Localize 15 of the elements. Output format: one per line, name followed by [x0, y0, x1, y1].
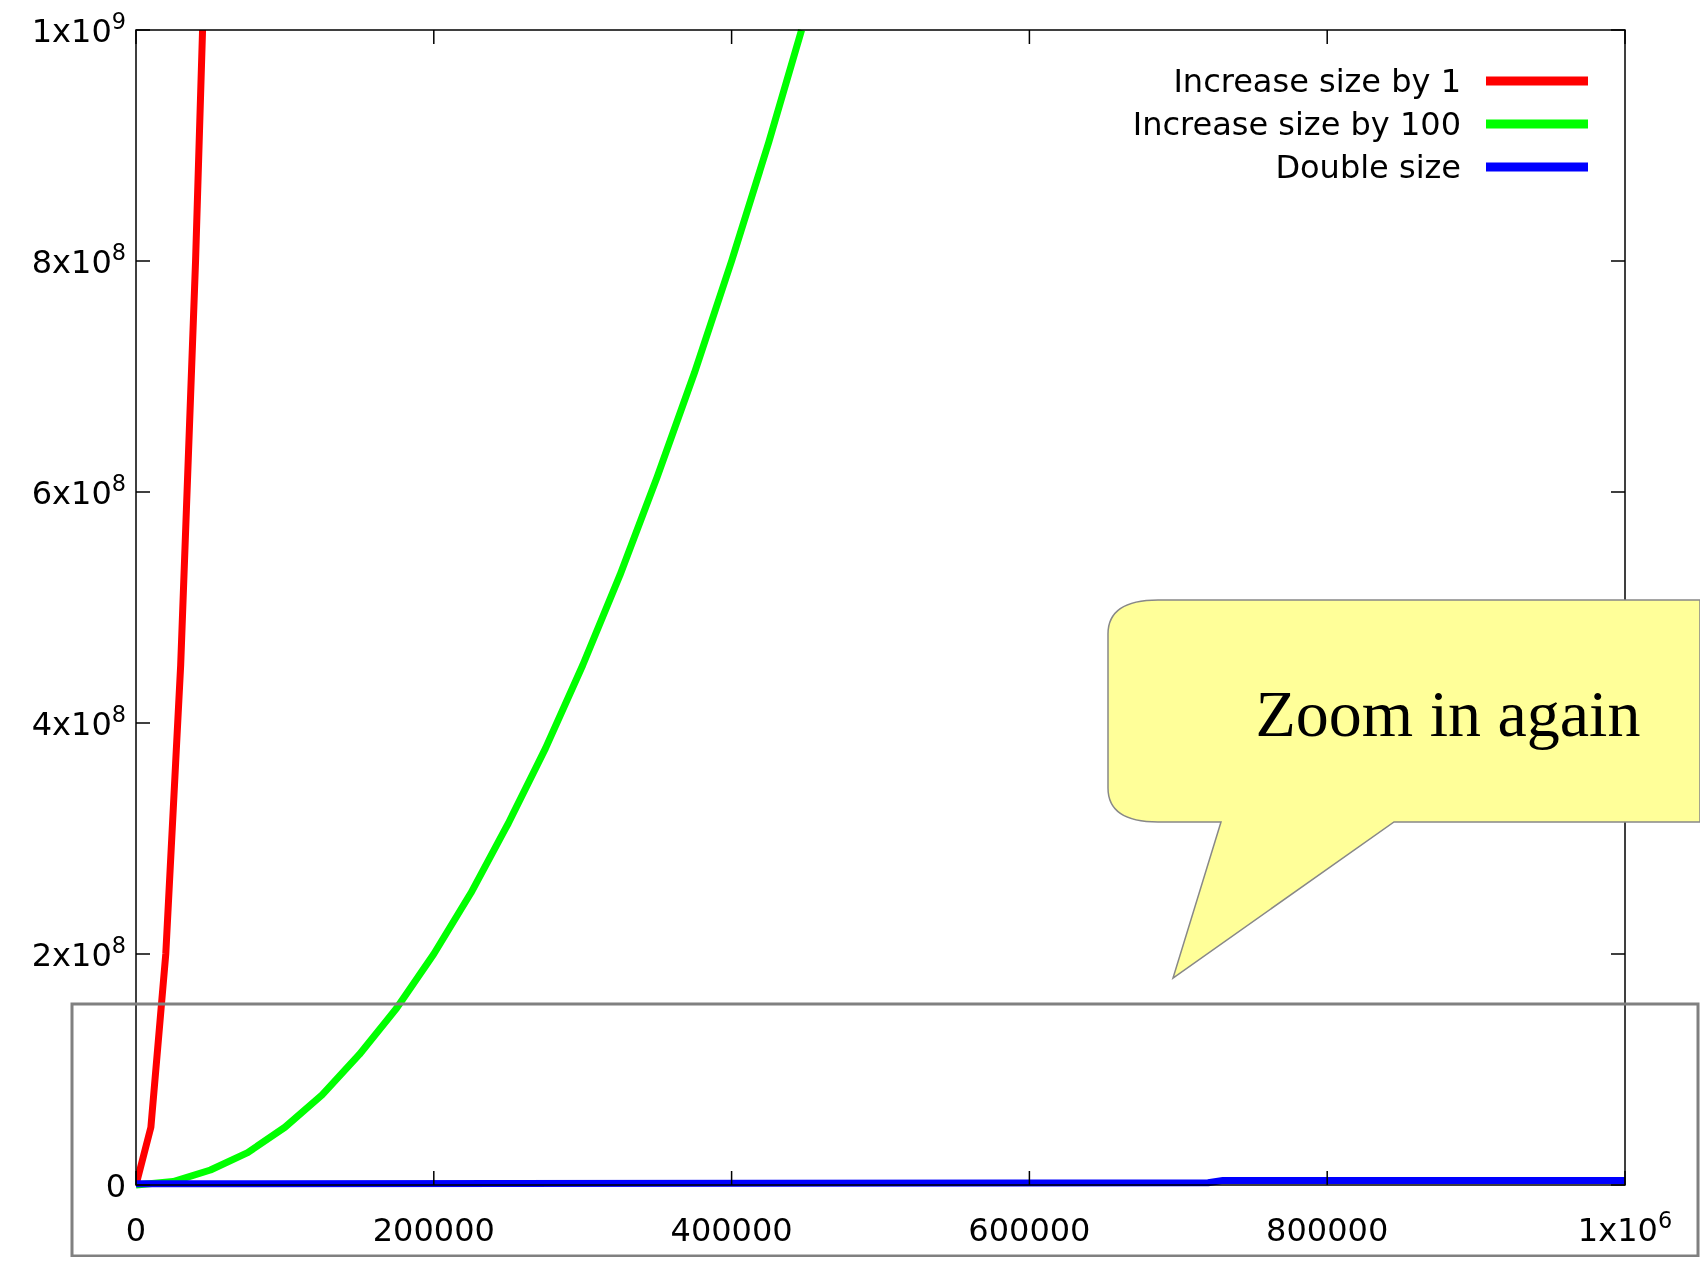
- y-tick-label: 1x10$^{9}$: [31, 8, 126, 50]
- legend-label: Increase size by 100: [1132, 105, 1461, 143]
- legend-label: Increase size by 1: [1173, 62, 1461, 100]
- x-tick-label: 600000: [968, 1211, 1091, 1249]
- y-tick-label: 2x10$^{8}$: [31, 932, 126, 974]
- y-tick-label: 4x10$^{8}$: [31, 701, 126, 743]
- x-tick-label: 400000: [670, 1211, 793, 1249]
- x-tick-label: 1x10$^{6}$: [1577, 1207, 1673, 1249]
- y-tick-label: 6x10$^{8}$: [31, 470, 126, 512]
- legend-label: Double size: [1275, 148, 1461, 186]
- y-tick-label: 8x10$^{8}$: [31, 239, 126, 281]
- x-tick-label: 200000: [372, 1211, 495, 1249]
- annotation: Zoom in again: [1255, 677, 1641, 750]
- x-tick-label: 800000: [1266, 1211, 1389, 1249]
- y-tick-label: 0: [105, 1167, 126, 1205]
